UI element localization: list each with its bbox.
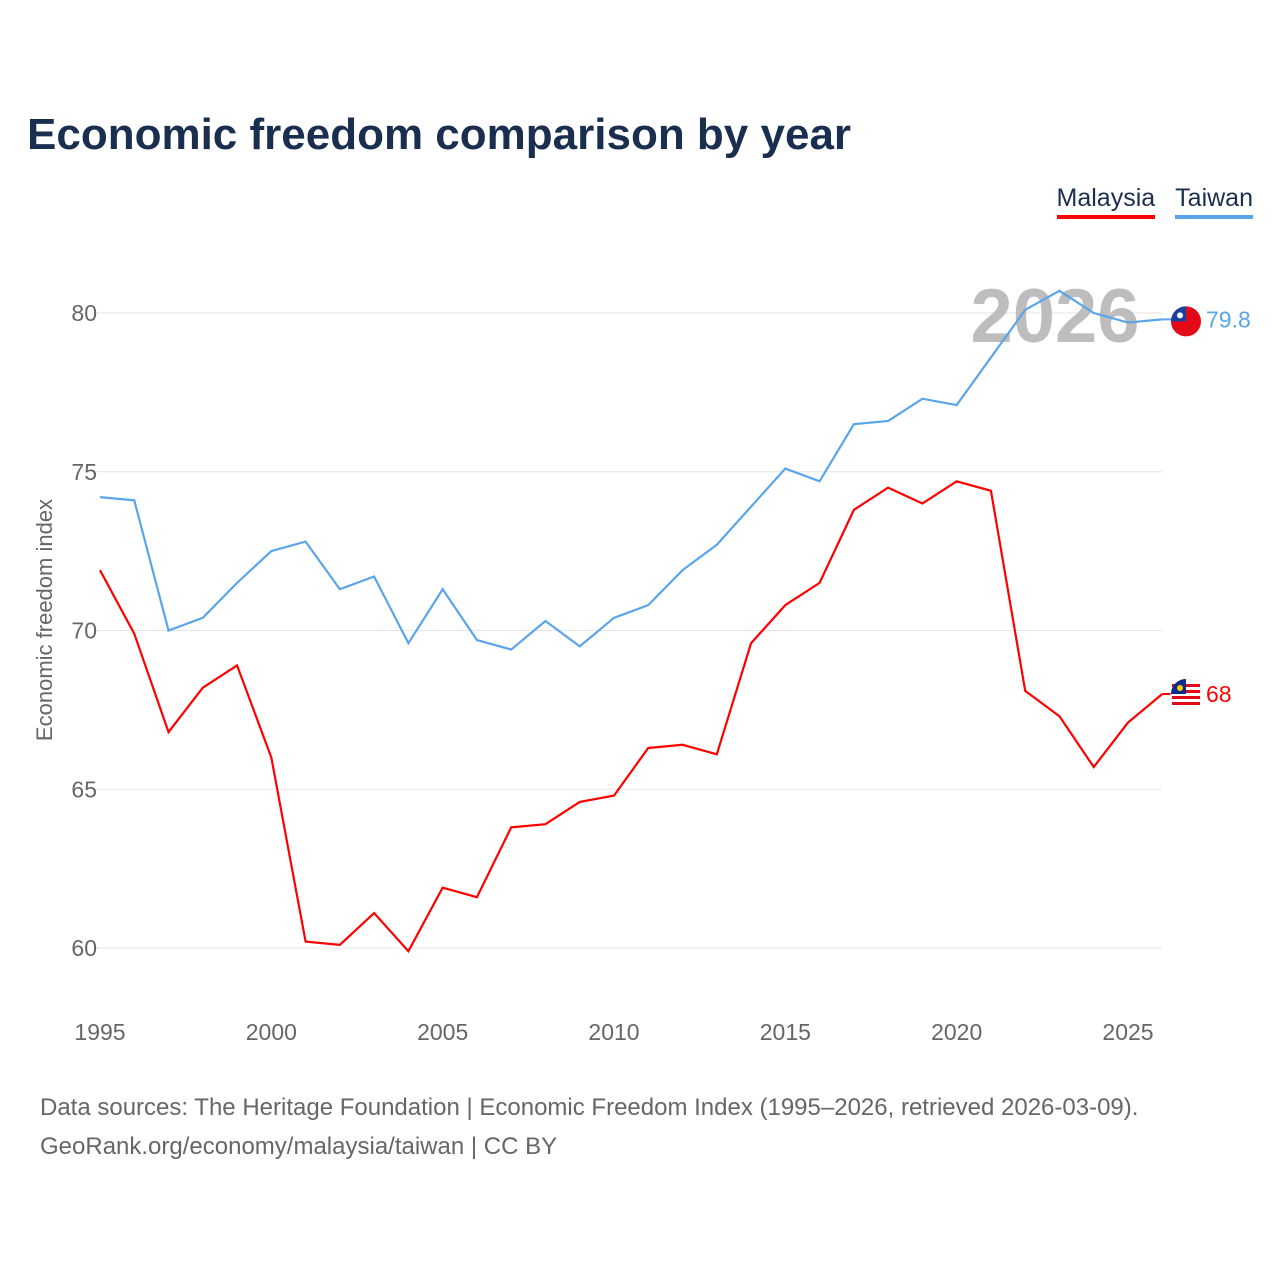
chart-title: Economic freedom comparison by year [27,110,852,159]
x-tick-label: 2025 [1102,1019,1153,1045]
malaysia-flag-stripe [1172,702,1200,705]
footer: Data sources: The Heritage Foundation | … [40,1088,1138,1166]
x-tick-label: 2005 [417,1019,468,1045]
y-tick-label: 75 [71,459,97,485]
malaysia-flag-star [1177,685,1183,691]
legend-item-malaysia[interactable]: Malaysia [1056,184,1156,219]
taiwan-flag-sun [1177,312,1183,319]
legend-item-taiwan[interactable]: Taiwan [1175,184,1253,219]
data-source-text: Data sources: The Heritage Foundation | … [40,1094,1139,1121]
x-tick-label: 1995 [74,1019,125,1045]
x-tick-label: 2010 [588,1019,639,1045]
series-line-taiwan [99,289,1163,651]
x-tick-label: 2020 [931,1019,982,1045]
series-line-malaysia [99,480,1163,954]
end-value-label: 79.8 [1206,306,1251,332]
y-tick-label: 60 [71,935,97,961]
x-tick-label: 2015 [760,1019,811,1045]
y-axis-label: Economic freedom index [32,499,57,741]
end-value-label: 68 [1206,681,1232,707]
y-tick-label: 70 [71,618,97,644]
y-tick-label: 65 [71,776,97,802]
malaysia-flag-stripe [1172,696,1200,699]
year-watermark: 2026 [970,274,1139,359]
source-link[interactable]: GeoRank.org/economy/malaysia/taiwan | CC… [40,1133,558,1160]
legend: Malaysia Taiwan [1056,184,1253,219]
x-tick-label: 2000 [246,1019,297,1045]
y-tick-label: 80 [71,300,97,326]
